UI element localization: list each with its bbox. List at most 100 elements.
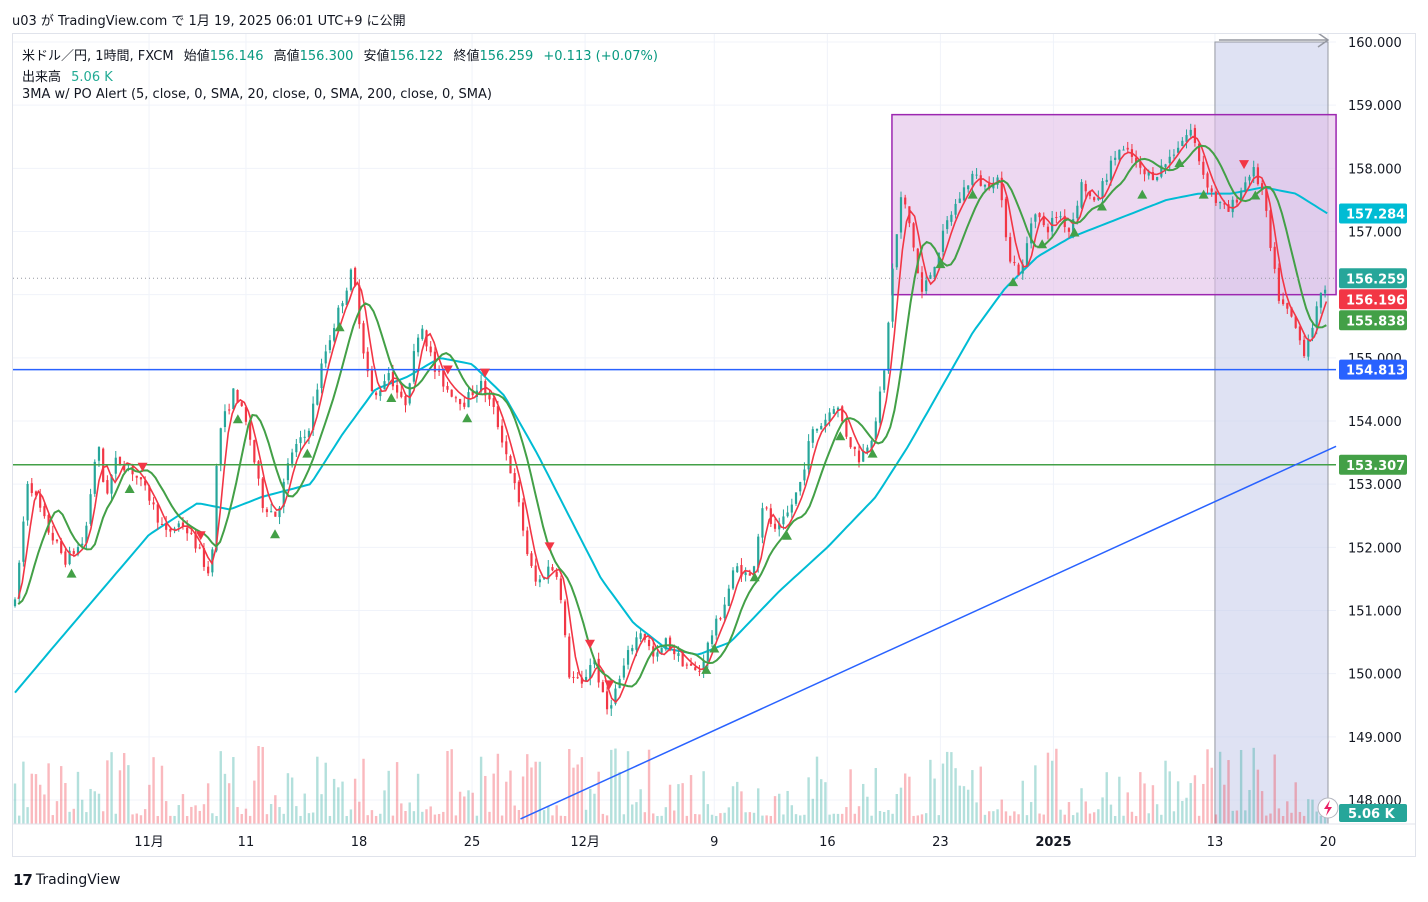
publish-info: u03 が TradingView.com で 1月 19, 2025 06:0… (12, 14, 406, 29)
candle-body (471, 390, 474, 396)
buy-signal-icon (270, 529, 281, 539)
candle-body (1311, 327, 1314, 338)
candle-body (1017, 264, 1020, 276)
volume-bar (681, 783, 684, 824)
candle-body (1004, 198, 1008, 238)
volume-bar (547, 805, 550, 824)
volume-bar (1315, 811, 1318, 824)
candle-body (500, 425, 504, 443)
volume-bar (345, 815, 348, 824)
volume-bar (572, 767, 575, 824)
volume-bar (1008, 815, 1012, 824)
volume-bar (929, 759, 932, 824)
candle-body (425, 330, 428, 347)
candle-body (463, 402, 466, 407)
candle-body (114, 457, 117, 474)
volume-bar (685, 815, 689, 824)
candle-body (454, 397, 457, 399)
volume-bar (639, 789, 642, 824)
volume-bar (1239, 749, 1243, 824)
candle-body (1046, 226, 1050, 233)
candle-body (778, 523, 781, 530)
volume-bar (1290, 812, 1293, 824)
candle-body (1072, 219, 1075, 233)
volume-bar (715, 815, 718, 824)
volume-bar (975, 802, 978, 824)
candle-body (1013, 261, 1016, 264)
volume-bar (1122, 815, 1125, 824)
volume-bar (219, 751, 222, 824)
volume-bar (908, 776, 911, 824)
candle-body (265, 509, 269, 513)
volume-bar (782, 814, 785, 824)
volume-bar (1319, 815, 1323, 824)
candle-body (647, 639, 651, 647)
candle-body (165, 523, 168, 530)
volume-bar (97, 793, 101, 824)
volume-bar (1256, 769, 1260, 824)
volume-bar (307, 813, 311, 824)
volume-bar (1269, 813, 1272, 824)
candle-body (1286, 303, 1289, 309)
buy-signal-icon (1069, 227, 1080, 237)
volume-bar (874, 768, 877, 824)
buy-signal-icon (1037, 239, 1048, 249)
volume-bar (643, 812, 647, 824)
candle-body (988, 183, 991, 189)
volume-bar (841, 813, 844, 824)
volume-bar (857, 806, 861, 824)
candle-body (1261, 183, 1264, 190)
volume-bar (912, 815, 915, 824)
candle-body (488, 394, 491, 400)
candle-body (76, 546, 80, 555)
candle-body (1168, 156, 1171, 164)
candle-body (412, 351, 416, 382)
price-label-text: 157.284 (1346, 208, 1405, 223)
volume-bar (341, 781, 344, 824)
candle-body (786, 512, 789, 517)
volume-bar (404, 810, 407, 824)
price-tick-label: 159.000 (1348, 99, 1402, 114)
price-tick-label: 160.000 (1348, 36, 1402, 51)
volume-bar (1265, 815, 1268, 824)
volume-bar (114, 813, 117, 824)
volume-bar (156, 815, 159, 824)
buy-signal-icon (1198, 189, 1209, 199)
volume-bar (1046, 752, 1050, 824)
tradingview-logo[interactable]: 17 TradingView (13, 871, 120, 889)
volume-bar (635, 802, 638, 824)
price-chart[interactable]: 160.000159.000158.000157.000156.000155.0… (13, 34, 1415, 856)
candle-body (899, 197, 903, 233)
candle-body (1042, 217, 1045, 226)
candle-body (324, 351, 327, 364)
candle-body (223, 411, 227, 428)
volume-bar (836, 813, 840, 824)
volume-bar (80, 799, 84, 824)
volume-bar (1004, 811, 1008, 824)
volume-bar (227, 783, 231, 824)
candle-body (160, 523, 164, 525)
buy-signal-icon (709, 643, 720, 653)
price-tick-label: 153.000 (1348, 478, 1402, 493)
volume-bar (933, 778, 936, 824)
candle-body (1034, 214, 1037, 222)
volume-bar (626, 751, 630, 824)
candle-body (1118, 149, 1121, 160)
candle-body (547, 566, 550, 579)
chart-frame[interactable]: 160.000159.000158.000157.000156.000155.0… (12, 33, 1416, 857)
volume-bar (1210, 767, 1213, 824)
volume-bar (555, 805, 558, 824)
volume-bar (979, 766, 982, 824)
volume-bar (1042, 814, 1045, 824)
volume-bar (328, 815, 332, 824)
volume-bar (408, 802, 411, 824)
volume-bar (744, 812, 747, 824)
candle-body (72, 551, 75, 554)
candle-body (1097, 197, 1100, 200)
volume-bar (647, 749, 651, 824)
candle-body (349, 269, 353, 290)
volume-bar (257, 746, 260, 824)
volume-bar (773, 796, 777, 824)
candle-body (513, 473, 516, 484)
volume-bar (941, 763, 945, 824)
